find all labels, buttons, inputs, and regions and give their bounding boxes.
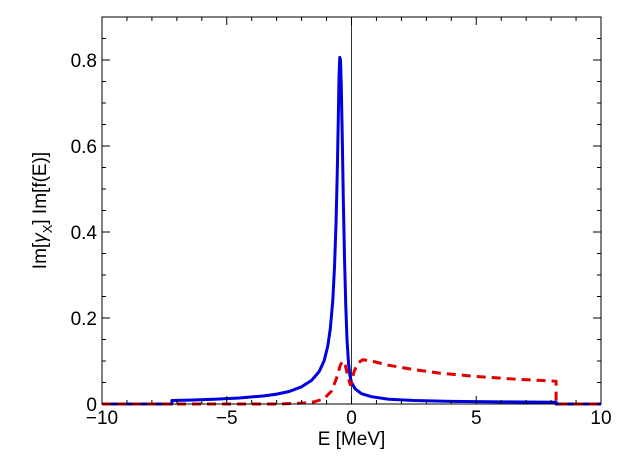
x-tick-label: 0 <box>346 408 357 429</box>
x-tick-label: −10 <box>86 408 118 429</box>
series-solid-line <box>102 55 601 406</box>
y-axis-label-gamma: γ <box>30 232 51 243</box>
y-tick-label: 0 <box>86 395 97 416</box>
y-axis-label-subscript: X <box>40 224 55 233</box>
y-tick-label: 0.8 <box>71 51 97 72</box>
series-dashed-line <box>102 358 601 406</box>
y-axis-label-suffix: ] Im[f(E)] <box>30 152 51 225</box>
x-axis-label: E [MeV] <box>318 429 386 450</box>
x-tick-label: 5 <box>471 408 482 429</box>
y-axis-label: Im[γX] Im[f(E)] <box>30 152 55 269</box>
y-tick-label: 0.6 <box>71 137 97 158</box>
x-tick-label: −5 <box>216 408 238 429</box>
axes: −10 −5 0 5 10 0 0.2 0.4 0.6 0.8 <box>71 16 612 429</box>
y-tick-label: 0.4 <box>71 223 98 244</box>
x-tick-label: 10 <box>590 408 611 429</box>
y-tick-label: 0.2 <box>71 309 97 330</box>
plot-area <box>102 17 601 406</box>
y-axis-label-prefix: Im[ <box>30 242 51 269</box>
